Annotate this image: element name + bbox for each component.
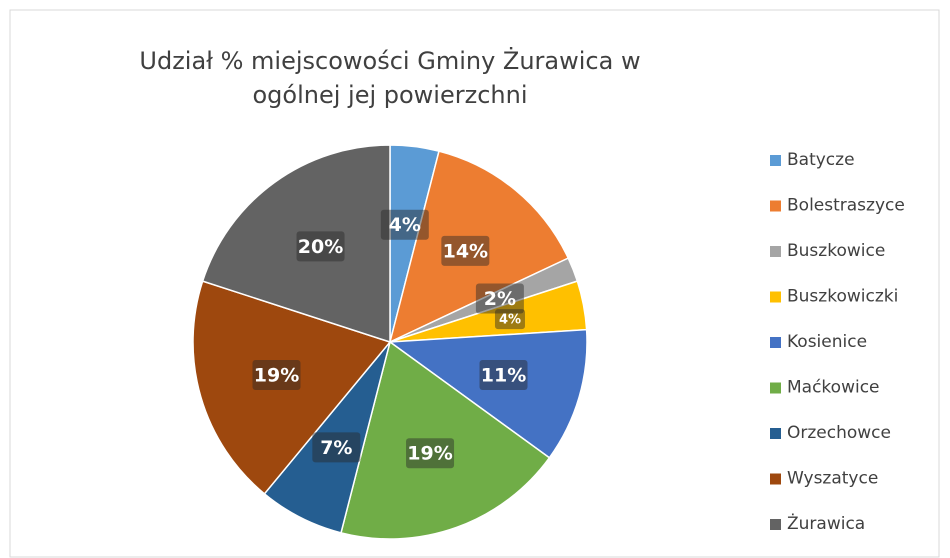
- data-label-bg: [406, 438, 455, 469]
- pie-slice: [201, 144, 391, 344]
- pie-slice: [340, 340, 551, 540]
- data-label: 20%: [298, 236, 343, 258]
- legend-label: Bolestraszyce: [787, 196, 905, 216]
- legend-swatch: [770, 337, 781, 348]
- data-label-bg: [494, 309, 525, 330]
- data-label: 4%: [389, 214, 421, 236]
- data-label-bg: [380, 209, 429, 240]
- legend-swatch: [770, 291, 781, 303]
- data-label: 7%: [320, 437, 352, 459]
- data-label-bg: [475, 283, 524, 314]
- legend-label: Kosienice: [787, 332, 867, 352]
- legend-label: Maćkowice: [787, 378, 880, 398]
- data-label-bg: [479, 359, 528, 390]
- data-label: 19%: [407, 443, 452, 465]
- legend-label: Batycze: [787, 150, 855, 170]
- legend-swatch: [770, 473, 781, 485]
- pie-slice: [387, 328, 588, 459]
- legend-label: Żurawica: [787, 513, 865, 534]
- data-label-bg: [296, 231, 345, 262]
- chart-title: Udział % miejscowości Gminy Żurawica w o…: [139, 47, 641, 109]
- pie-slice: [192, 280, 392, 495]
- data-label: 19%: [254, 364, 299, 386]
- legend-swatch: [770, 519, 781, 530]
- data-label: 14%: [443, 240, 488, 262]
- legend-swatch: [770, 200, 781, 212]
- data-label-bg: [252, 359, 301, 390]
- legend-label: Buszkowice: [787, 241, 885, 261]
- pie-slice: [388, 150, 570, 344]
- legend-label: Buszkowiczki: [787, 287, 898, 307]
- data-label: 11%: [481, 364, 526, 386]
- legend-swatch: [770, 155, 781, 166]
- legend-swatch: [770, 382, 781, 394]
- data-label-bg: [312, 432, 361, 463]
- legend-swatch: [770, 428, 781, 439]
- data-label-bg: [441, 235, 490, 266]
- data-label: 2%: [484, 288, 516, 310]
- data-label: 4%: [499, 313, 521, 328]
- legend-label: Orzechowce: [787, 423, 891, 443]
- legend-label: Wyszatyce: [787, 469, 878, 489]
- legend-swatch: [770, 246, 781, 257]
